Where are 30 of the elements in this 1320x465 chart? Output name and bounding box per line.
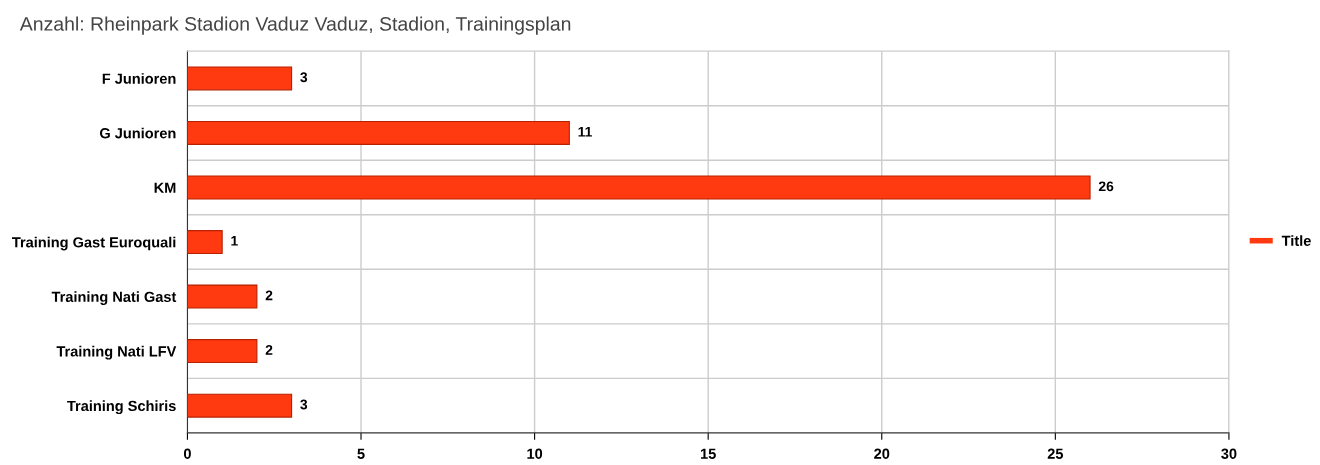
legend-label: Title [1281, 235, 1311, 246]
data-label: 2 [265, 345, 273, 355]
x-tick-label: 20 [874, 448, 890, 459]
data-label: 2 [265, 290, 273, 301]
bar [187, 175, 1091, 200]
data-label: 11 [578, 126, 592, 137]
bar [187, 120, 570, 145]
x-tick-label: 30 [1221, 448, 1237, 459]
x-tick-label: 10 [527, 448, 543, 459]
y-tick-label: Training Nati LFV [56, 345, 177, 360]
chart-title: Anzahl: Rheinpark Stadion Vaduz Vaduz, Stadion, Trainingsplan [19, 16, 571, 35]
data-label: 3 [300, 399, 308, 410]
y-tick-label: G Junioren [99, 127, 176, 139]
bar [187, 66, 293, 91]
data-label: 26 [1098, 181, 1114, 192]
bar [187, 393, 293, 418]
y-tick-label: F Junioren [102, 73, 176, 84]
y-tick-label: Training Nati Gast [51, 291, 177, 305]
data-label: 3 [300, 72, 308, 83]
data-label: 1 [231, 236, 238, 246]
bar [187, 339, 258, 364]
y-tick-label: KM [154, 182, 176, 193]
bar [187, 230, 223, 255]
x-tick-label: 25 [1047, 448, 1064, 459]
x-tick-label: 15 [700, 448, 716, 459]
y-tick-label: Training Schiris [67, 400, 176, 415]
x-tick-label: 5 [357, 448, 365, 459]
y-tick-label: Training Gast Euroquali [12, 236, 176, 251]
x-tick-label: 0 [183, 448, 191, 459]
bar [187, 284, 258, 309]
